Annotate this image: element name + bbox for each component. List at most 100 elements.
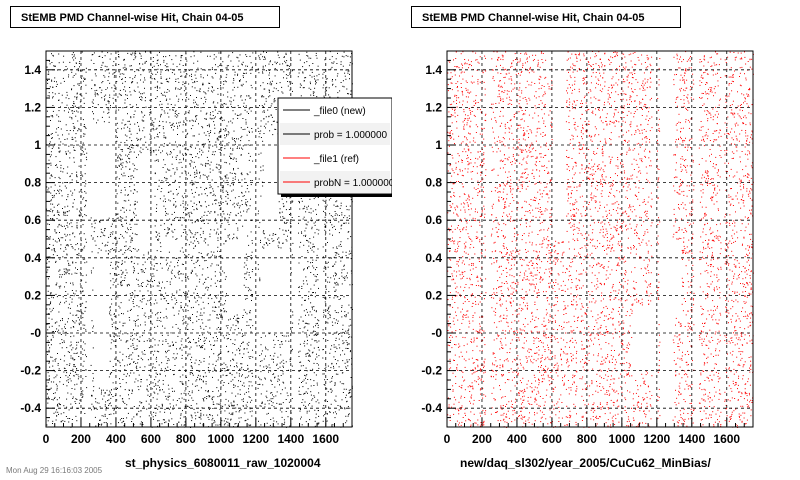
data-point	[170, 261, 172, 263]
data-point	[73, 157, 75, 159]
data-point	[128, 157, 130, 159]
data-point	[316, 363, 318, 364]
data-point	[300, 361, 302, 363]
data-point	[304, 299, 305, 301]
data-point	[109, 307, 111, 309]
data-point	[216, 199, 218, 201]
data-point	[162, 419, 164, 421]
data-point	[169, 369, 171, 370]
data-point	[93, 407, 95, 409]
data-point	[59, 303, 61, 305]
data-point	[301, 304, 303, 306]
data-point	[260, 85, 262, 87]
data-point	[154, 225, 156, 227]
data-point	[178, 398, 180, 400]
data-point	[322, 338, 324, 340]
data-point	[109, 313, 110, 315]
data-point	[251, 240, 253, 241]
data-point	[98, 387, 100, 389]
data-point	[72, 232, 74, 234]
data-point	[240, 417, 242, 419]
data-point	[210, 192, 212, 194]
data-point	[65, 375, 67, 377]
data-point	[93, 220, 95, 222]
data-point	[227, 134, 229, 136]
data-point	[238, 318, 240, 319]
data-point	[168, 303, 170, 304]
data-point	[67, 245, 69, 247]
data-point	[176, 348, 177, 350]
data-point	[167, 350, 168, 352]
data-point	[225, 240, 227, 242]
data-point	[280, 247, 282, 249]
data-point	[286, 60, 288, 62]
data-point	[109, 94, 111, 96]
data-point	[245, 204, 247, 206]
data-point	[290, 412, 292, 414]
data-point	[251, 296, 253, 297]
data-point	[247, 351, 249, 353]
data-point	[120, 209, 122, 211]
data-point	[99, 424, 101, 426]
data-point	[308, 404, 309, 406]
data-point	[91, 54, 93, 56]
data-point	[298, 262, 300, 264]
data-point	[213, 367, 215, 369]
data-point	[54, 143, 56, 145]
data-point	[167, 112, 169, 114]
data-point	[173, 149, 175, 151]
data-point	[191, 270, 193, 272]
data-point	[133, 361, 135, 363]
data-point	[250, 327, 251, 329]
data-point	[53, 377, 55, 379]
data-point	[216, 163, 218, 165]
data-point	[202, 381, 204, 383]
data-point	[127, 227, 128, 229]
data-point	[196, 238, 197, 240]
data-point	[167, 232, 169, 234]
data-point	[218, 171, 220, 173]
data-point	[249, 407, 251, 409]
data-point	[129, 77, 131, 79]
data-point	[312, 331, 314, 333]
data-point	[237, 386, 239, 388]
data-point	[190, 359, 192, 361]
data-point	[120, 283, 122, 285]
data-point	[133, 272, 134, 274]
data-point	[64, 233, 66, 235]
data-point	[234, 376, 236, 378]
data-point	[142, 120, 144, 122]
data-point	[49, 156, 51, 158]
data-point	[271, 83, 273, 85]
data-point	[341, 310, 342, 312]
data-point	[140, 79, 141, 81]
data-point	[222, 210, 224, 212]
data-point	[329, 317, 331, 319]
data-point	[227, 191, 229, 193]
data-point	[174, 211, 175, 213]
data-point	[197, 67, 199, 69]
data-point	[194, 176, 196, 178]
data-point	[182, 366, 184, 368]
data-point	[336, 413, 337, 415]
data-point	[48, 95, 50, 97]
data-point	[272, 64, 274, 66]
data-point	[278, 237, 280, 239]
data-point	[68, 381, 69, 383]
data-point	[109, 107, 111, 109]
data-point	[80, 317, 82, 319]
data-point	[213, 420, 215, 422]
data-point	[198, 281, 200, 283]
data-point	[129, 363, 131, 365]
data-point	[82, 275, 84, 277]
data-point	[72, 107, 74, 108]
data-point	[224, 404, 226, 406]
data-point	[160, 113, 162, 115]
data-point	[218, 164, 220, 166]
data-point	[141, 379, 142, 380]
data-point	[73, 55, 75, 57]
data-point	[234, 138, 235, 139]
data-point	[164, 91, 166, 93]
data-point	[77, 68, 79, 70]
data-point	[315, 55, 317, 57]
